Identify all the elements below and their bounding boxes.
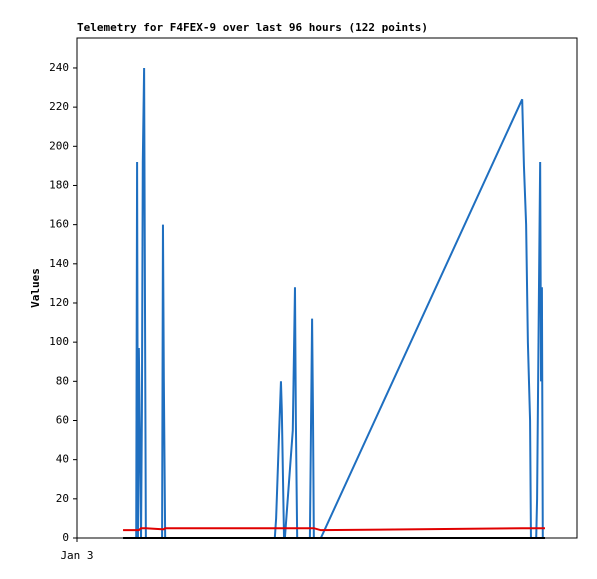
y-tick-label: 140	[49, 257, 69, 270]
y-tick-label: 180	[49, 178, 69, 191]
y-tick-label: 60	[56, 413, 69, 426]
y-tick-label: 240	[49, 61, 69, 74]
series-line	[123, 527, 545, 532]
y-tick-label: 0	[62, 531, 69, 544]
chart-title: Telemetry for F4FEX-9 over last 96 hours…	[77, 21, 428, 34]
y-tick-label: 220	[49, 100, 69, 113]
x-tick-label: Jan 3	[60, 549, 93, 562]
y-axis-label: Values	[29, 268, 42, 308]
y-tick-label: 40	[56, 453, 69, 466]
y-tick-label: 160	[49, 218, 69, 231]
y-tick-label: 80	[56, 374, 69, 387]
y-tick-label: 120	[49, 296, 69, 309]
y-tick-label: 100	[49, 335, 69, 348]
series-line	[123, 67, 545, 539]
plot-frame	[76, 37, 578, 539]
y-tick-label: 200	[49, 139, 69, 152]
y-tick-label: 20	[56, 492, 69, 505]
